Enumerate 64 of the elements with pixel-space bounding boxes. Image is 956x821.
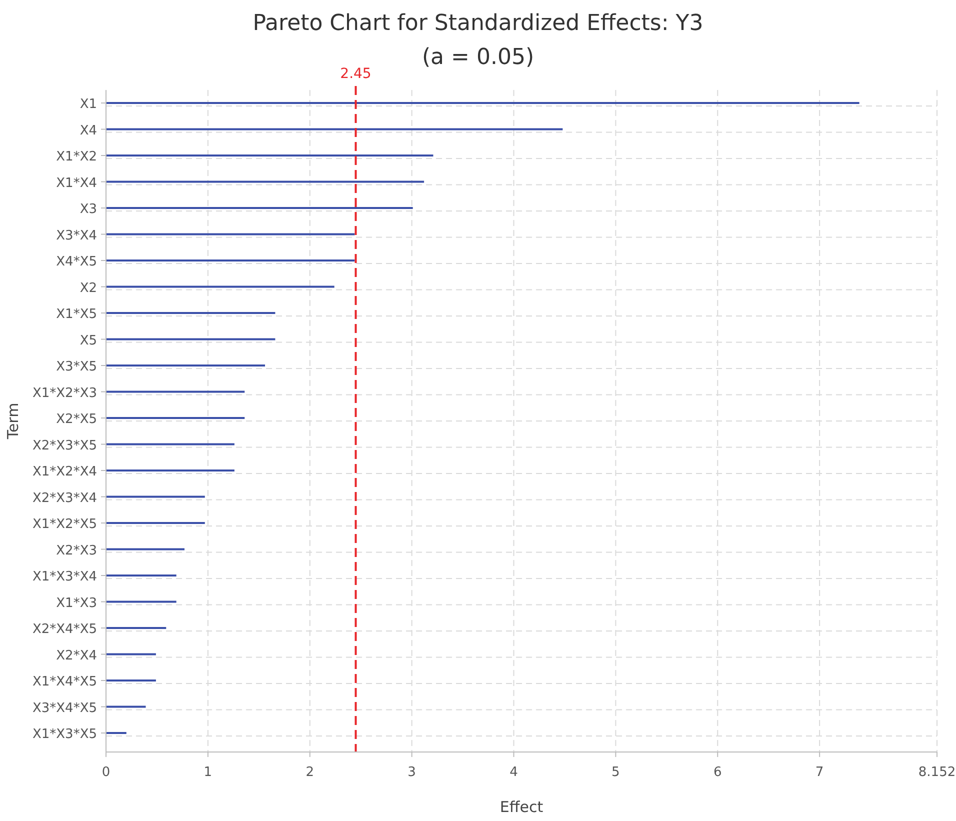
- y-tick-label: X1*X2*X5: [32, 517, 97, 532]
- y-tick-label: X4*X5: [56, 254, 97, 270]
- x-axis-title: Effect: [500, 798, 544, 816]
- bar: [106, 312, 276, 314]
- bar: [106, 417, 245, 419]
- y-tick-label: X2*X3*X5: [32, 438, 97, 454]
- bar: [106, 364, 266, 366]
- bar: [106, 522, 205, 524]
- y-tick-label: X1*X2*X3: [32, 386, 97, 401]
- bar: [106, 574, 176, 576]
- y-tick-label: X1*X3*X5: [32, 727, 97, 742]
- bar: [106, 390, 245, 393]
- x-tick-label: 8.152: [918, 765, 956, 780]
- x-tick-label: 5: [612, 765, 620, 780]
- y-tick-label: X1*X2: [56, 150, 97, 164]
- bar: [106, 260, 355, 262]
- bar: [106, 233, 355, 236]
- y-tick-label: X2*X5: [56, 412, 97, 427]
- bar: [106, 207, 413, 209]
- bar: [106, 706, 146, 708]
- y-tick-label: X4: [80, 123, 97, 138]
- bar: [106, 102, 860, 104]
- chart-title: Pareto Chart for Standardized Effects: Y3: [252, 11, 704, 36]
- x-tick-label: 4: [510, 765, 518, 780]
- bar: [106, 627, 166, 629]
- y-tick-label: X1*X4: [56, 176, 97, 191]
- y-tick-label: X2*X3*X4: [32, 490, 97, 506]
- y-tick-label: X1*X3: [56, 596, 97, 611]
- y-tick-label: X3*X4*X5: [32, 700, 97, 716]
- x-tick-label: 7: [815, 765, 824, 780]
- bar: [106, 443, 234, 446]
- x-tick-label: 3: [408, 765, 416, 780]
- bar: [106, 128, 563, 130]
- y-tick-label: X2*X4*X5: [32, 622, 97, 637]
- bar: [106, 548, 184, 550]
- bar: [106, 600, 176, 603]
- y-tick-label: X2: [80, 280, 97, 296]
- bar: [106, 653, 156, 656]
- y-tick-label: X1*X4*X5: [32, 674, 97, 690]
- bar: [106, 732, 126, 734]
- y-axis-title: Term: [4, 402, 22, 440]
- bar: [106, 338, 276, 340]
- y-tick-label: X2*X3: [56, 543, 97, 558]
- y-tick-label: X2*X4: [56, 648, 97, 664]
- y-tick-label: X1: [80, 97, 97, 112]
- x-tick-label: 0: [102, 765, 110, 780]
- bar: [106, 680, 156, 682]
- y-tick-label: X1*X3*X4: [32, 570, 97, 584]
- bar: [106, 496, 205, 498]
- y-tick-label: X3*X5: [56, 360, 97, 374]
- y-tick-label: X1*X5: [56, 307, 97, 322]
- y-tick-label: X1*X2*X4: [32, 464, 97, 480]
- bar: [106, 286, 334, 288]
- chart-subtitle: (a = 0.05): [422, 45, 534, 70]
- x-tick-label: 2: [306, 765, 314, 780]
- x-tick-label: 6: [713, 765, 722, 780]
- x-tick-label: 1: [204, 765, 212, 780]
- bar: [106, 470, 234, 472]
- y-tick-label: X3: [80, 202, 97, 217]
- bar: [106, 180, 424, 183]
- y-tick-label: X5: [80, 333, 97, 348]
- y-tick-label: X3*X4: [56, 228, 97, 244]
- bar: [106, 154, 434, 156]
- ref-line-label: 2.45: [340, 66, 372, 82]
